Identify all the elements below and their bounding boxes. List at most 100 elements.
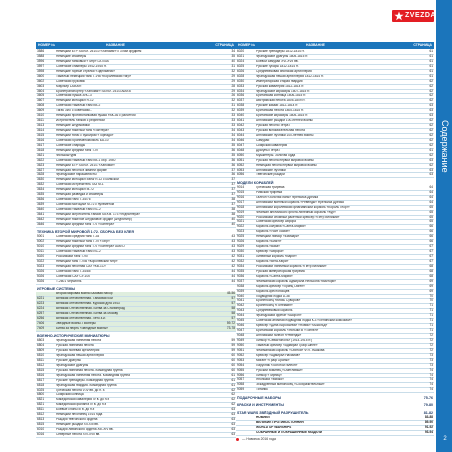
item-page: 40	[231, 58, 235, 63]
item-number: 9037	[237, 278, 245, 283]
item-name: Советские снайперы 1942-1945 гг.	[56, 64, 107, 68]
zvezda-logo: ZVEZDA	[392, 10, 436, 22]
item-name: Т-2601 Черчилль	[56, 279, 82, 283]
contents-row: 5020 Российский танк Т-90 42	[36, 254, 236, 260]
item-number: 3640	[37, 207, 45, 211]
item-number: 3646	[37, 221, 45, 226]
item-name: Немецкий БТР Sd.Kfz. 251/10 «Ханомаг» с …	[56, 50, 142, 53]
item-name: Советский крейсер Аврора	[256, 220, 296, 224]
contents-row: 6021 Французские драгуны 1805-1815 гг. 61	[236, 54, 434, 60]
contents-row: 9042 Броненосец «Потёмкин» 71	[236, 303, 434, 310]
item-name: Французские драгуны	[56, 363, 89, 367]
item-number: 6024	[237, 58, 245, 63]
item-number: 9044	[237, 313, 245, 318]
item-page: 61	[429, 63, 433, 68]
item-number: 9059	[237, 387, 245, 392]
item-page: 38	[231, 207, 235, 211]
contents-row: 6024 Боевой самурай XVI-XVII вв. 61	[236, 58, 434, 65]
item-name: Российский танк Т-90	[56, 255, 88, 258]
item-number: 6025	[237, 63, 245, 68]
item-number: 3636	[37, 197, 45, 202]
item-name: Русские казаки 1812-1814 гг.	[256, 104, 299, 108]
contents-row: СОБРАННЫЕ И ПОКРАШЕННЫЕ МОДЕЛИ 93-94	[236, 430, 434, 436]
contents-row: 9029 Корабль «Ваза» 67	[236, 244, 434, 251]
item-number: 9019	[237, 209, 245, 214]
item-number: 9032	[237, 258, 245, 263]
item-page: 63	[429, 103, 433, 108]
contents-row: 6813 Рыцари тевтонского ордена 63	[36, 417, 236, 424]
item-page: 61	[429, 49, 433, 53]
item-number: 9041	[237, 298, 245, 303]
item-number: 5002	[37, 239, 45, 244]
item-number: 3617	[37, 142, 45, 147]
section-title: ПОДАРОЧНЫЕ НАБОРЫ	[237, 395, 282, 400]
item-page: 73	[429, 357, 433, 362]
section-title: ИГРОВЫЕ СИСТЕМЫ	[37, 287, 76, 292]
contents-row: 6044 Английские лучники 100-летней войны 6…	[236, 133, 434, 139]
item-name: Маульер LA500R	[56, 84, 82, 88]
item-name: Корабль колумба «Санта-Мария»	[256, 225, 306, 229]
item-page: 69	[429, 278, 433, 283]
item-name: Линейный корабль «Варяг»	[256, 255, 297, 258]
item-name: Русская линейная пехота. Командная групп…	[56, 368, 123, 372]
item-page: 74	[429, 382, 433, 387]
contents-row: 3597 Советские снайперы 1942-1945 гг. 31	[36, 64, 236, 70]
item-number: 6026	[237, 68, 245, 73]
contents-row: 6052 Немецкая пехота первой мировой войны…	[236, 163, 434, 169]
contents-row: 3588 Немецкие снайперы 35	[36, 54, 236, 60]
item-name: Вторая мировая война Базовая набор	[56, 292, 113, 296]
item-number: 7406	[37, 320, 45, 325]
item-number: 7409	[37, 325, 45, 330]
item-page: 44	[231, 273, 235, 278]
item-name: Римская трирема	[256, 190, 283, 194]
item-page: 36	[231, 172, 235, 177]
contents-row: 6034 Французские кирасиры 1807-1815 гг. 62	[236, 89, 434, 95]
item-name: Советский тяжёлый танк КВ-2	[56, 104, 101, 108]
item-number: 5020	[37, 254, 45, 258]
contents-row: 6050 Мушкетёры. Золотая орда 62	[236, 153, 434, 159]
contents-row: 9014 Греческая трирема 64	[236, 185, 434, 191]
contents-row: 5026 Т-2601 Черчилль 44	[36, 279, 236, 285]
contents-row: 3605 Советская пушка ЗИС-3 26	[36, 93, 236, 100]
section-title: ТЕХНИКА ВТОРОЙ МИРОВОЙ 1:72. СБОРКА БЕЗ …	[37, 230, 134, 235]
item-name: Немецкие снайперы	[56, 54, 87, 58]
item-name: Боевой самурай XVI-XVII вв.	[256, 59, 299, 63]
item-page: 29	[231, 73, 235, 78]
item-page: 59	[231, 348, 235, 352]
item-name: Русская вспомогательная пехота	[256, 129, 305, 132]
item-page: 33	[231, 118, 235, 123]
item-page: 29	[231, 78, 235, 83]
item-name: Русская линейная пехота	[56, 344, 94, 348]
contents-row: 3636 Советский танк Т-34/76 38	[36, 197, 236, 204]
item-name: Битва за нефть «Звёздные войны»	[56, 326, 109, 330]
item-page: 70	[429, 298, 433, 303]
contents-row: 3607 Немецкий мотоцикл R-12 32	[36, 98, 236, 105]
contents-row: 6020 Русские гренадеры 1812-1814 гг. 61	[236, 49, 434, 55]
contents-row: 9047 Британский корабль «Уильям III «Тонн…	[236, 328, 434, 334]
item-name: Подводная лодка U-38	[256, 294, 290, 298]
item-name: Корабль «Санта-Мария»	[256, 274, 293, 278]
item-number: 3609	[37, 108, 45, 113]
item-number: 6817	[37, 377, 45, 382]
item-number: 6025	[37, 387, 45, 392]
item-page: 72	[429, 342, 433, 347]
contents-row: 3600 Тяжёлый немецкий танк Т-VIB «Королев…	[36, 73, 236, 80]
contents-list-left: 3586 Немецкий БТР Sd.Kfz. 251/10 «Ханомаг…	[36, 49, 236, 438]
item-number: 6813	[37, 417, 45, 422]
item-name: Русские гренадеры. Командная группа	[56, 378, 114, 382]
contents-row: 6046 Самураи 62	[236, 138, 434, 144]
contents-row: 9059 Титаник 74	[236, 387, 434, 394]
contents-row: 6815 Русская линейная пехота. Командная г…	[36, 368, 236, 374]
contents-row: 6042 Русская пехота Петра I 62	[236, 123, 434, 129]
contents-row: 3627 Немецкая пехота в зимней форме 37	[36, 168, 236, 174]
contents-row: 9034 Российский линейный корабль «Пётр Ве…	[236, 264, 434, 270]
item-page: 62	[429, 83, 433, 88]
item-page: 65	[429, 209, 433, 214]
section-page: 79-80	[423, 403, 433, 408]
contents-row: 3616 Советский бронеавтомобиль БА-10 34	[36, 138, 236, 144]
item-page: 65	[429, 219, 433, 224]
contents-row: 9015 Римская трирема 64	[236, 190, 434, 196]
contents-row: 6028 Французская пешая артиллерия 1812-18…	[236, 74, 434, 80]
contents-row: 9016 Галеон «Золотая лань» Френсиса Дрейк…	[236, 195, 434, 201]
item-number: 6041	[237, 118, 245, 123]
